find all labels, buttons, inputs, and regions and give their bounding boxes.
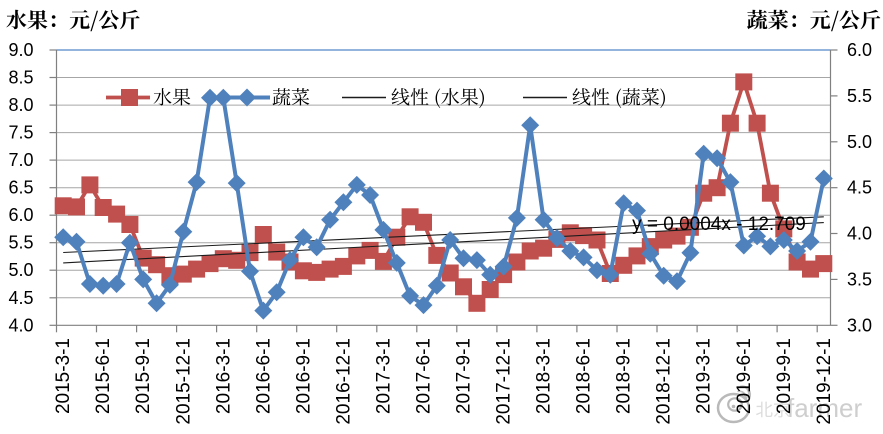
svg-text:4.5: 4.5 — [8, 288, 33, 308]
svg-text:farmer: farmer — [787, 393, 862, 423]
svg-text:2018-3-1: 2018-3-1 — [534, 338, 555, 414]
svg-text:2019-9-1: 2019-9-1 — [774, 338, 795, 414]
svg-text:2016-6-1: 2016-6-1 — [253, 338, 274, 414]
svg-text:2019-6-1: 2019-6-1 — [734, 338, 755, 414]
svg-text:9.0: 9.0 — [8, 40, 33, 60]
svg-text:2018-12-1: 2018-12-1 — [654, 338, 675, 425]
svg-text:2019-12-1: 2019-12-1 — [814, 338, 835, 425]
svg-text:2018-6-1: 2018-6-1 — [574, 338, 595, 414]
svg-text:6.5: 6.5 — [8, 178, 33, 198]
svg-text:2017-3-1: 2017-3-1 — [373, 338, 394, 414]
svg-text:8.5: 8.5 — [8, 68, 33, 88]
svg-text:5.0: 5.0 — [847, 132, 872, 152]
svg-text:2015-12-1: 2015-12-1 — [173, 338, 194, 425]
svg-text:6.0: 6.0 — [847, 40, 872, 60]
svg-text:2017-9-1: 2017-9-1 — [454, 338, 475, 414]
svg-text:5.0: 5.0 — [8, 260, 33, 280]
svg-text:2018-9-1: 2018-9-1 — [614, 338, 635, 414]
svg-text:2017-6-1: 2017-6-1 — [414, 338, 435, 414]
svg-text:8.0: 8.0 — [8, 95, 33, 115]
svg-text:2015-9-1: 2015-9-1 — [133, 338, 154, 414]
svg-text:4.0: 4.0 — [8, 315, 33, 335]
svg-text:7.0: 7.0 — [8, 150, 33, 170]
svg-text:2016-9-1: 2016-9-1 — [293, 338, 314, 414]
svg-text:2016-3-1: 2016-3-1 — [213, 338, 234, 414]
svg-text:y = 0.0004x - 12.709: y = 0.0004x - 12.709 — [632, 214, 806, 235]
svg-text:2016-12-1: 2016-12-1 — [333, 338, 354, 425]
svg-text:2017-12-1: 2017-12-1 — [494, 338, 515, 425]
svg-text:3.5: 3.5 — [847, 269, 872, 289]
svg-text:4.0: 4.0 — [847, 224, 872, 244]
svg-text:2019-3-1: 2019-3-1 — [694, 338, 715, 414]
svg-text:7.5: 7.5 — [8, 123, 33, 143]
svg-text:3.0: 3.0 — [847, 315, 872, 335]
svg-text:5.5: 5.5 — [8, 233, 33, 253]
svg-text:4.5: 4.5 — [847, 178, 872, 198]
svg-text:2015-6-1: 2015-6-1 — [93, 338, 114, 414]
svg-text:5.5: 5.5 — [847, 86, 872, 106]
svg-text:6.0: 6.0 — [8, 205, 33, 225]
svg-text:2015-3-1: 2015-3-1 — [53, 338, 74, 414]
